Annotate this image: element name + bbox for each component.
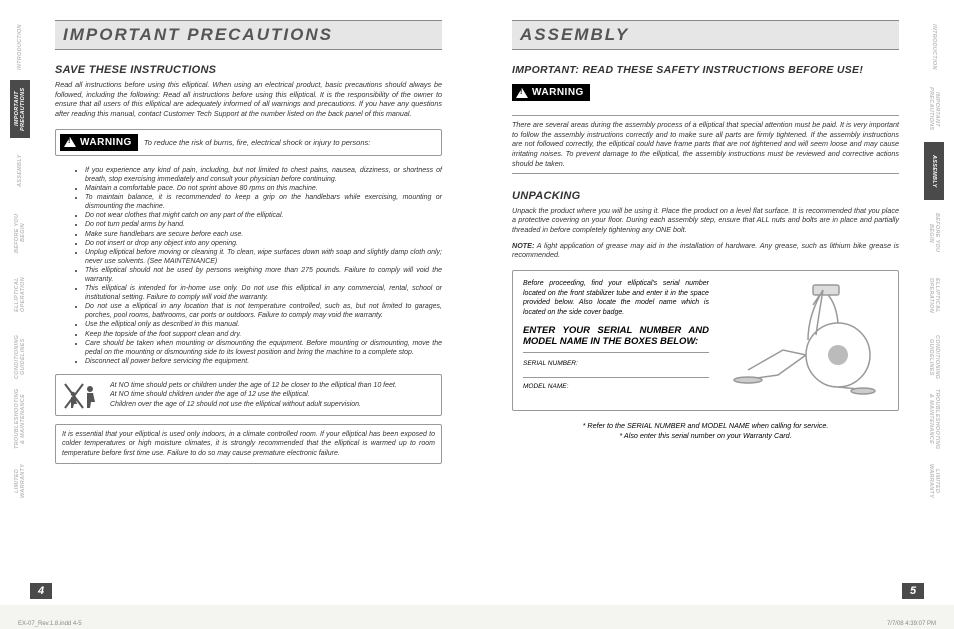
list-item: If you experience any kind of pain, incl…: [85, 166, 442, 184]
footnote-2: * Also enter this serial number on your …: [512, 431, 899, 441]
side-tabs-right: INTRODUCTION IMPORTANT PRECAUTIONS ASSEM…: [924, 0, 944, 605]
page-right: INTRODUCTION IMPORTANT PRECAUTIONS ASSEM…: [477, 0, 954, 605]
warning-triangle-icon: [516, 88, 528, 98]
list-item: Use the elliptical only as described in …: [85, 320, 442, 329]
warning-badge: WARNING: [60, 134, 138, 151]
tab-before-you-begin: BEFORE YOU BEGIN: [924, 204, 944, 262]
temperature-text: It is essential that your elliptical is …: [62, 430, 435, 458]
side-tabs-left: INTRODUCTION IMPORTANT PRECAUTIONS ASSEM…: [10, 0, 30, 605]
heading-save-instructions: SAVE THESE INSTRUCTIONS: [55, 64, 442, 76]
page-left: INTRODUCTION IMPORTANT PRECAUTIONS ASSEM…: [0, 0, 477, 605]
warning-row: WARNING To reduce the risk of burns, fir…: [55, 129, 442, 156]
list-item: Disconnect all power before servicing th…: [85, 357, 442, 366]
heading-unpacking: UNPACKING: [512, 190, 899, 202]
note-body: A light application of grease may aid in…: [512, 241, 899, 260]
serial-number-box: Before proceeding, find your elliptical'…: [512, 270, 899, 411]
warning-label: WARNING: [532, 87, 584, 98]
footer-timestamp: 7/7/08 4:39:07 PM: [887, 621, 936, 627]
serial-left-column: Before proceeding, find your elliptical'…: [523, 279, 709, 402]
warning-badge: WARNING: [512, 84, 590, 101]
elliptical-diagram: [719, 279, 888, 402]
heading-safety-before-use: IMPORTANT: READ THESE SAFETY INSTRUCTION…: [512, 64, 899, 76]
serial-lead-text: Before proceeding, find your elliptical'…: [523, 279, 709, 317]
warning-label: WARNING: [80, 137, 132, 148]
page-spread: INTRODUCTION IMPORTANT PRECAUTIONS ASSEM…: [0, 0, 954, 605]
list-item: Do not insert or drop any object into an…: [85, 239, 442, 248]
list-item: Keep the topside of the foot support cle…: [85, 330, 442, 339]
warning-triangle-icon: [64, 137, 76, 147]
tab-conditioning-guidelines: CONDITIONING GUIDELINES: [924, 328, 944, 386]
section-title-precautions: IMPORTANT PRECAUTIONS: [55, 20, 442, 50]
list-item: Unplug elliptical before moving or clean…: [85, 248, 442, 266]
page-number-left: 4: [30, 583, 52, 599]
unpacking-text: Unpack the product where you will be usi…: [512, 206, 899, 235]
list-item: Care should be taken when mounting or di…: [85, 339, 442, 357]
list-item: Make sure handlebars are secure before e…: [85, 230, 442, 239]
list-item: Do not wear clothes that might catch on …: [85, 211, 442, 220]
footer-filename: EX-07_Rev.1.8.indd 4-5: [18, 621, 82, 627]
footnote-1: * Refer to the SERIAL NUMBER and MODEL N…: [512, 421, 899, 431]
tab-introduction: INTRODUCTION: [924, 18, 944, 76]
tab-introduction: INTRODUCTION: [10, 18, 30, 76]
tab-assembly: ASSEMBLY: [10, 142, 30, 200]
child-line-1: At NO time should pets or children under…: [110, 381, 397, 390]
tab-limited-warranty: LIMITED WARRANTY: [924, 452, 944, 510]
children-safety-text: At NO time should pets or children under…: [110, 381, 397, 409]
tab-important-precautions: IMPORTANT PRECAUTIONS: [10, 80, 30, 138]
tab-elliptical-operation: ELLIPTICAL OPERATION: [10, 266, 30, 324]
precautions-list: If you experience any kind of pain, incl…: [55, 166, 442, 366]
tab-important-precautions: IMPORTANT PRECAUTIONS: [924, 80, 944, 138]
page-number-right: 5: [902, 583, 924, 599]
tab-conditioning-guidelines: CONDITIONING GUIDELINES: [10, 328, 30, 386]
model-name-field[interactable]: MODEL NAME:: [523, 380, 709, 400]
tab-before-you-begin: BEFORE YOU BEGIN: [10, 204, 30, 262]
list-item: Do not turn pedal arms by hand.: [85, 220, 442, 229]
list-item: Maintain a comfortable pace. Do not spri…: [85, 184, 442, 193]
tab-limited-warranty: LIMITED WARRANTY: [10, 452, 30, 510]
serial-footnotes: * Refer to the SERIAL NUMBER and MODEL N…: [512, 421, 899, 441]
no-children-icon: [62, 380, 100, 410]
children-safety-box: At NO time should pets or children under…: [55, 374, 442, 416]
child-line-2: At NO time should children under the age…: [110, 390, 397, 399]
tab-troubleshooting-maintenance: TROUBLESHOOTING & MAINTENANCE: [924, 390, 944, 448]
section-title-assembly: ASSEMBLY: [512, 20, 899, 50]
list-item: Do not use a elliptical in any location …: [85, 302, 442, 320]
list-item: This elliptical is intended for in-home …: [85, 284, 442, 302]
serial-number-field[interactable]: SERIAL NUMBER:: [523, 357, 709, 378]
serial-heading: ENTER YOUR SERIAL NUMBER AND MODEL NAME …: [523, 325, 709, 353]
tab-assembly: ASSEMBLY: [924, 142, 944, 200]
intro-paragraph: Read all instructions before using this …: [55, 80, 442, 119]
list-item: This elliptical should not be used by pe…: [85, 266, 442, 284]
tab-troubleshooting-maintenance: TROUBLESHOOTING & MAINTENANCE: [10, 390, 30, 448]
grease-note: NOTE: A light application of grease may …: [512, 241, 899, 260]
list-item: To maintain balance, it is recommended t…: [85, 193, 442, 211]
note-label: NOTE:: [512, 241, 534, 250]
pdf-footer: EX-07_Rev.1.8.indd 4-5 7/7/08 4:39:07 PM: [0, 621, 954, 627]
child-line-3: Children over the age of 12 should not u…: [110, 400, 397, 409]
temperature-box: It is essential that your elliptical is …: [55, 424, 442, 464]
tab-elliptical-operation: ELLIPTICAL OPERATION: [924, 266, 944, 324]
warning-text: To reduce the risk of burns, fire, elect…: [144, 138, 371, 147]
assembly-warning-body: There are several areas during the assem…: [512, 120, 899, 169]
